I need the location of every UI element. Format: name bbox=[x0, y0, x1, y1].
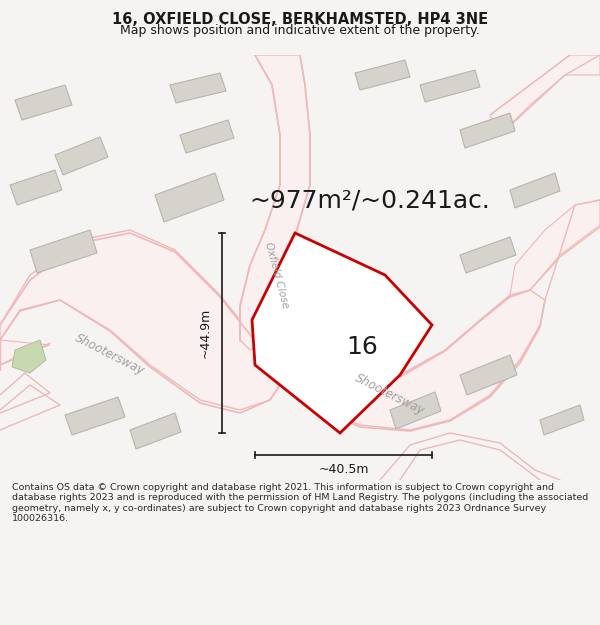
Polygon shape bbox=[490, 55, 600, 135]
Polygon shape bbox=[170, 73, 226, 103]
Text: Map shows position and indicative extent of the property.: Map shows position and indicative extent… bbox=[120, 24, 480, 38]
Polygon shape bbox=[460, 355, 517, 395]
Polygon shape bbox=[55, 137, 108, 175]
Polygon shape bbox=[390, 392, 441, 429]
Polygon shape bbox=[260, 290, 545, 430]
Polygon shape bbox=[0, 230, 280, 410]
Polygon shape bbox=[510, 200, 600, 295]
Polygon shape bbox=[130, 413, 181, 449]
Polygon shape bbox=[15, 85, 72, 120]
Polygon shape bbox=[30, 230, 97, 273]
Text: 16, OXFIELD CLOSE, BERKHAMSTED, HP4 3NE: 16, OXFIELD CLOSE, BERKHAMSTED, HP4 3NE bbox=[112, 12, 488, 27]
Polygon shape bbox=[12, 340, 46, 373]
Text: ~40.5m: ~40.5m bbox=[318, 463, 369, 476]
Polygon shape bbox=[252, 233, 432, 433]
Polygon shape bbox=[355, 60, 410, 90]
Polygon shape bbox=[240, 55, 310, 350]
Polygon shape bbox=[0, 340, 50, 365]
Text: Shootersway: Shootersway bbox=[73, 332, 147, 378]
Polygon shape bbox=[460, 237, 516, 273]
Polygon shape bbox=[460, 113, 515, 148]
Text: ~44.9m: ~44.9m bbox=[199, 308, 212, 358]
Text: ~977m²/~0.241ac.: ~977m²/~0.241ac. bbox=[250, 188, 490, 212]
Polygon shape bbox=[180, 120, 234, 153]
Polygon shape bbox=[10, 170, 62, 205]
Polygon shape bbox=[155, 173, 224, 222]
Text: 16: 16 bbox=[346, 335, 378, 359]
Polygon shape bbox=[420, 70, 480, 102]
Text: Contains OS data © Crown copyright and database right 2021. This information is : Contains OS data © Crown copyright and d… bbox=[12, 483, 588, 523]
Text: Shootersway: Shootersway bbox=[353, 372, 427, 418]
Polygon shape bbox=[540, 405, 584, 435]
Polygon shape bbox=[65, 397, 125, 435]
Text: Oxfield Close: Oxfield Close bbox=[263, 241, 290, 309]
Polygon shape bbox=[510, 173, 560, 208]
